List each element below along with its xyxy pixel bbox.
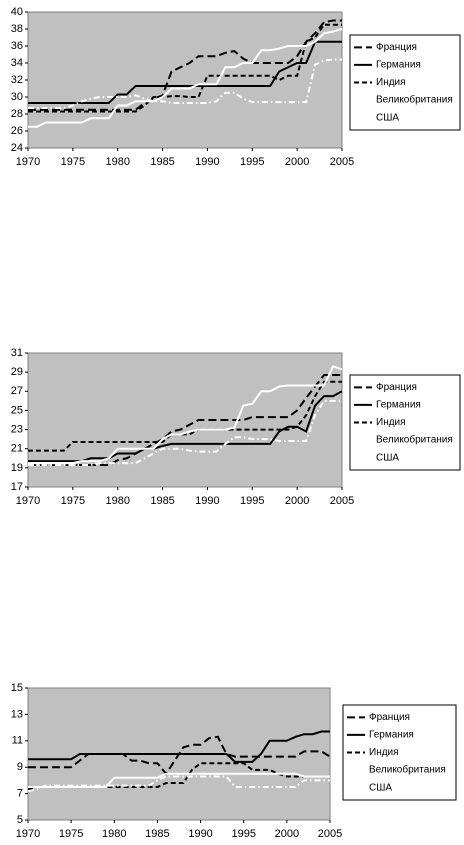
x-tick-label: 1970: [16, 156, 40, 168]
x-tick-label: 1980: [102, 828, 126, 840]
y-tick-label: 9: [17, 761, 23, 773]
legend: Франция Германия Индия Великобритания США: [349, 374, 461, 471]
y-tick-label: 31: [11, 347, 23, 359]
y-tick-label: 24: [11, 142, 23, 154]
y-tick-label: 21: [11, 443, 23, 455]
y-tick-label: 17: [11, 481, 23, 493]
legend-box: [349, 374, 461, 471]
y-tick-label: 19: [11, 462, 23, 474]
plot-area: [27, 11, 343, 149]
legend-box: [342, 704, 457, 801]
series-line: [28, 23, 342, 113]
x-tick-label: 1995: [240, 495, 264, 507]
series-line: [28, 730, 330, 763]
series-line: [28, 28, 343, 128]
y-tick-label: 13: [11, 708, 23, 720]
x-tick-label: 1990: [195, 156, 219, 168]
series-line: [28, 374, 342, 466]
series-line: [28, 19, 342, 111]
x-tick-label: 2005: [318, 828, 342, 840]
x-tick-label: 2000: [285, 495, 309, 507]
x-tick-label: 1975: [61, 156, 85, 168]
x-tick-label: 1990: [195, 495, 219, 507]
legend: Франция Германия Индия Великобритания США: [342, 704, 457, 801]
x-tick-label: 1980: [105, 156, 129, 168]
x-tick-label: 1995: [231, 828, 255, 840]
legend-label: США: [376, 112, 399, 123]
y-tick-label: 38: [11, 23, 23, 35]
series-line: [28, 365, 343, 465]
series-line: [28, 58, 342, 110]
y-tick-label: 32: [11, 74, 23, 86]
y-tick-label: 7: [17, 788, 23, 800]
legend-label: США: [369, 782, 392, 793]
legend-label: Германия: [376, 400, 421, 411]
series-line: [28, 40, 342, 104]
x-tick-label: 1985: [145, 828, 169, 840]
y-tick-label: 29: [11, 366, 23, 378]
x-tick-label: 1995: [240, 156, 264, 168]
x-tick-label: 1980: [105, 495, 129, 507]
x-tick-label: 2000: [275, 828, 299, 840]
y-tick-label: 11: [12, 735, 23, 747]
x-tick-label: 1985: [150, 495, 174, 507]
legend-label: Франция: [376, 42, 417, 53]
y-tick-label: 23: [11, 423, 23, 435]
legend-label: Индия: [376, 77, 406, 88]
y-tick-label: 26: [11, 125, 23, 137]
x-tick-label: 1985: [150, 156, 174, 168]
plot-area: [27, 352, 343, 488]
legend-label: Франция: [376, 382, 417, 393]
x-tick-label: 2000: [285, 156, 309, 168]
series-line: [27, 775, 330, 792]
y-tick-label: 5: [17, 814, 23, 826]
x-tick-label: 1975: [61, 495, 85, 507]
y-tick-label: 25: [11, 404, 23, 416]
legend-label: Германия: [369, 730, 414, 741]
x-tick-label: 2005: [330, 156, 354, 168]
x-tick-label: 1975: [59, 828, 83, 840]
legend-label: Великобритания: [376, 94, 453, 106]
legend-label: Индия: [376, 417, 406, 428]
y-tick-label: 34: [11, 57, 23, 69]
series-line: [28, 380, 342, 452]
y-tick-label: 27: [11, 385, 23, 397]
series-line: [28, 772, 330, 788]
y-tick-label: 15: [11, 682, 23, 694]
legend-label: Великобритания: [376, 434, 453, 446]
legend-label: Индия: [369, 747, 399, 758]
y-tick-label: 36: [11, 40, 23, 52]
x-tick-label: 1970: [16, 495, 40, 507]
legend-label: США: [376, 452, 399, 463]
x-tick-label: 1970: [16, 828, 40, 840]
y-tick-label: 40: [11, 6, 23, 18]
x-tick-label: 1990: [188, 828, 212, 840]
legend-box: [349, 34, 461, 131]
series-line: [28, 399, 342, 466]
legend-label: Великобритания: [369, 764, 446, 776]
y-tick-label: 28: [11, 108, 23, 120]
legend-label: Германия: [376, 60, 421, 71]
x-tick-label: 2005: [330, 495, 354, 507]
y-tick-label: 30: [11, 91, 23, 103]
legend: Франция Германия Индия Великобритания США: [349, 34, 461, 131]
legend-label: Франция: [369, 712, 410, 723]
